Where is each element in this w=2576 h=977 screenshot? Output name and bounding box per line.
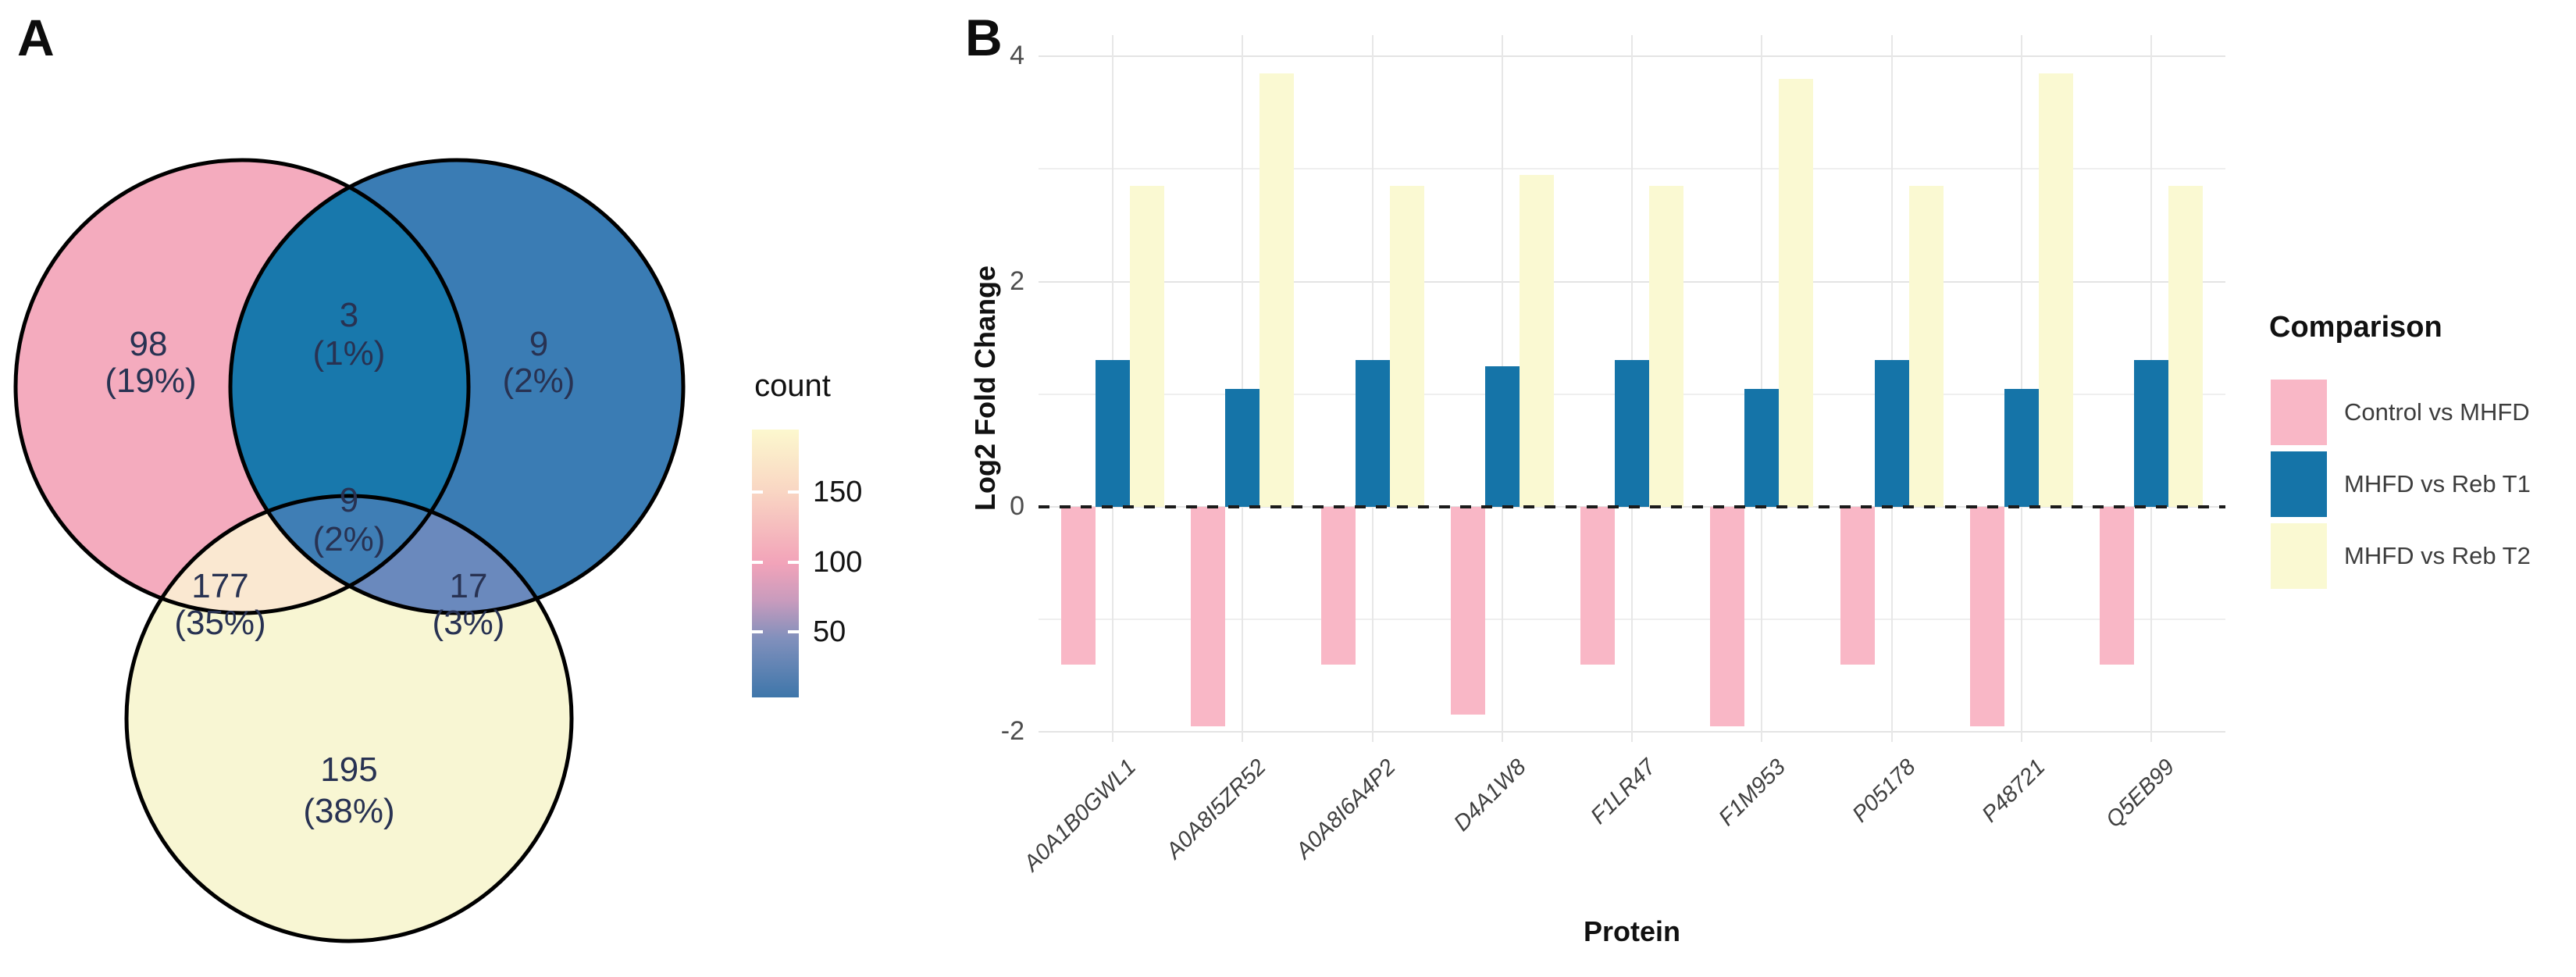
venn-region-count: 98 <box>130 325 168 363</box>
y-axis-title: Log2 Fold Change <box>969 266 1001 511</box>
colorbar-tick-mark <box>752 630 763 634</box>
venn-circle-bottom-outline <box>124 494 574 943</box>
bar <box>1580 506 1615 665</box>
bar <box>1615 360 1649 507</box>
x-tick-label: P05178 <box>1847 754 1921 828</box>
bar <box>1649 186 1683 507</box>
bar <box>2100 506 2134 665</box>
y-tick-label: 4 <box>1010 41 1024 71</box>
bar <box>1355 360 1390 507</box>
legend-swatch <box>2271 451 2327 517</box>
colorbar-tick-label: 50 <box>813 615 846 649</box>
bar <box>1320 506 1356 665</box>
legend-swatch <box>2271 523 2327 589</box>
bar <box>1259 73 1295 507</box>
colorbar-tick-label: 150 <box>813 476 863 509</box>
bar <box>1096 360 1130 507</box>
bar <box>1874 360 1909 507</box>
bar <box>1484 365 1520 507</box>
x-tick-label: A0A8I5ZR52 <box>1161 754 1271 865</box>
bar <box>1061 506 1096 665</box>
venn-region-pct: (2%) <box>503 362 575 400</box>
legend-label: Control vs MHFD <box>2344 398 2530 426</box>
venn-region-count: 3 <box>340 296 358 334</box>
bar <box>2134 360 2168 507</box>
bar <box>1840 506 1875 665</box>
x-tick-label: F1M953 <box>1714 754 1790 831</box>
bar <box>1389 186 1424 507</box>
x-tick-label: P48721 <box>1977 754 2050 828</box>
venn-region-pct: (19%) <box>105 362 196 400</box>
bar <box>2038 73 2073 507</box>
venn-region-pct: (3%) <box>433 604 505 642</box>
bar <box>1225 388 1260 507</box>
colorbar-tick-mark <box>752 490 763 494</box>
panel-a-label: A <box>17 9 55 66</box>
bar <box>1908 186 1944 507</box>
venn-region-count: 17 <box>450 567 488 605</box>
colorbar-tick-label: 100 <box>813 545 863 579</box>
x-tick-label: A0A1B0GWL1 <box>1019 754 1142 876</box>
legend-title: Comparison <box>2269 311 2442 344</box>
x-tick-label: A0A8I6A4P2 <box>1292 754 1402 865</box>
x-tick-label: Q5EB99 <box>2101 754 2180 833</box>
venn-region-count: 177 <box>191 567 248 605</box>
venn-region-pct: (2%) <box>313 520 386 558</box>
bar-chart-plot-area <box>1039 35 2225 742</box>
bar <box>1744 388 1780 507</box>
bar <box>1969 506 2004 726</box>
colorbar-tick-mark <box>788 560 799 564</box>
legend-label: MHFD vs Reb T2 <box>2344 542 2531 569</box>
bar <box>2168 186 2203 507</box>
bar <box>1519 174 1554 507</box>
count-legend-title: count <box>754 369 831 403</box>
panel-b-label: B <box>965 9 1003 66</box>
venn-circle-right-outline <box>228 158 686 615</box>
x-tick-label: F1LR47 <box>1586 754 1661 829</box>
y-tick-label: -2 <box>1000 716 1024 747</box>
venn-diagram: 98 (19%) 3 (1%) 9 (2%) 9 (2%) 177 (35%) … <box>13 158 686 943</box>
y-tick-label: 0 <box>1010 490 1024 521</box>
venn-region-count: 9 <box>340 481 358 519</box>
x-axis-title: Protein <box>1583 915 1681 947</box>
bar <box>1130 186 1164 507</box>
colorbar-tick-mark <box>788 630 799 634</box>
venn-circle-left-outline <box>13 158 471 615</box>
venn-region-pct: (38%) <box>303 792 394 830</box>
bar <box>1191 506 1226 726</box>
legend-label: MHFD vs Reb T1 <box>2344 470 2531 497</box>
colorbar-tick-mark <box>752 560 763 564</box>
venn-region-count: 195 <box>320 751 377 789</box>
bar <box>1450 506 1485 715</box>
venn-region-count: 9 <box>529 325 548 363</box>
zero-dashed-line <box>1039 505 2225 508</box>
x-tick-label: D4A1W8 <box>1448 754 1531 836</box>
bar <box>1779 79 1814 507</box>
y-tick-label: 2 <box>1010 266 1024 296</box>
venn-region-pct: (35%) <box>174 604 265 642</box>
colorbar-tick-mark <box>788 490 799 494</box>
bar <box>1710 506 1745 726</box>
legend-swatch <box>2271 380 2327 445</box>
bar <box>2004 388 2039 507</box>
venn-region-pct: (1%) <box>313 334 386 373</box>
